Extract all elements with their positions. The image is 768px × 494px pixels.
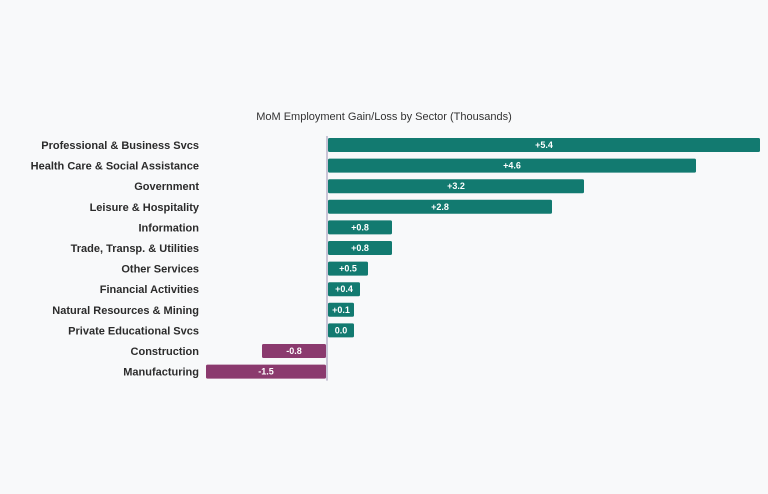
bars-group: Professional & Business Svcs +5.4 Health C…	[31, 138, 760, 379]
bar-value-label: +3.2	[447, 181, 465, 191]
chart-title: MoM Employment Gain/Loss by Sector (Thou…	[256, 111, 512, 123]
bar	[328, 220, 392, 235]
bar	[328, 302, 354, 317]
bar	[328, 261, 368, 276]
bar-value-label: 0.0	[335, 325, 348, 335]
bar-value-label: +0.1	[332, 305, 350, 315]
bar	[206, 364, 326, 379]
category-label: Manufacturing	[123, 367, 199, 379]
category-label: Construction	[131, 346, 200, 358]
category-label: Trade, Transp. & Utilities	[71, 243, 199, 255]
bar	[328, 282, 360, 297]
bar	[328, 199, 552, 214]
category-label: Natural Resources & Mining	[52, 305, 199, 317]
category-label: Government	[134, 181, 199, 193]
bar-value-label: -0.8	[286, 346, 302, 356]
category-label: Information	[139, 222, 200, 234]
bar	[328, 158, 696, 173]
bar-value-label: -1.5	[258, 367, 274, 377]
bar-value-label: +0.5	[339, 264, 357, 274]
bar-value-label: +5.4	[535, 140, 553, 150]
bar-value-label: +2.8	[431, 202, 449, 212]
category-label: Leisure & Hospitality	[90, 202, 200, 214]
category-label: Private Educational Svcs	[68, 325, 199, 337]
bar	[328, 138, 760, 152]
bar	[262, 344, 326, 358]
bar	[328, 179, 584, 194]
bar-value-label: +0.8	[351, 243, 369, 253]
category-label: Other Services	[121, 264, 199, 276]
bar-value-label: +4.6	[503, 161, 521, 171]
bar	[328, 241, 392, 255]
category-label: Health Care & Social Assistance	[31, 161, 199, 173]
bar-value-label: +0.8	[351, 222, 369, 232]
category-label: Professional & Business Svcs	[41, 140, 199, 152]
bar-value-label: +0.4	[335, 284, 353, 294]
bar	[328, 323, 354, 338]
category-label: Financial Activities	[100, 284, 199, 296]
